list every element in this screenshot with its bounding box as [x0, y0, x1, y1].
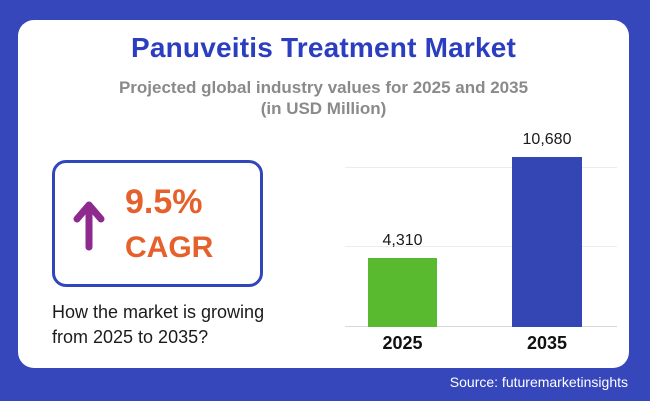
x-axis: 2025 2035	[345, 329, 617, 357]
bar-2025	[368, 258, 437, 327]
subtitle-line-1: Projected global industry values for 202…	[118, 78, 529, 97]
gridline	[345, 326, 617, 327]
content-card: Panuveitis Treatment Market Projected gl…	[18, 20, 629, 368]
bar-value-label-2035: 10,680	[522, 131, 572, 148]
cagr-value: 9.5%	[125, 182, 203, 221]
page-title: Panuveitis Treatment Market	[130, 32, 517, 63]
caption-line-2: from 2025 to 2035?	[52, 327, 209, 347]
cagr-text-block: 9.5% CAGR	[125, 183, 213, 265]
cagr-highlight-box: 9.5% CAGR	[52, 160, 263, 287]
subtitle-line-2: (in USD Million)	[260, 99, 387, 118]
growth-arrow-icon	[67, 197, 111, 251]
bar-2035	[512, 157, 582, 327]
source-credit: Source: futuremarketinsights	[449, 374, 628, 390]
gridline	[345, 246, 617, 248]
cagr-label: CAGR	[125, 230, 214, 264]
bar-value-label-2025: 4,310	[382, 232, 423, 250]
caption-line-1: How the market is growing	[52, 302, 265, 322]
x-axis-label-2025: 2025	[382, 333, 423, 353]
gridline	[345, 166, 617, 168]
x-axis-label-2035: 2035	[526, 333, 568, 353]
chart-caption: How the market is growing from 2025 to 2…	[52, 300, 264, 350]
subtitle: Projected global industry values for 202…	[18, 77, 629, 119]
bar-chart: 4,310 10,680	[345, 131, 617, 327]
